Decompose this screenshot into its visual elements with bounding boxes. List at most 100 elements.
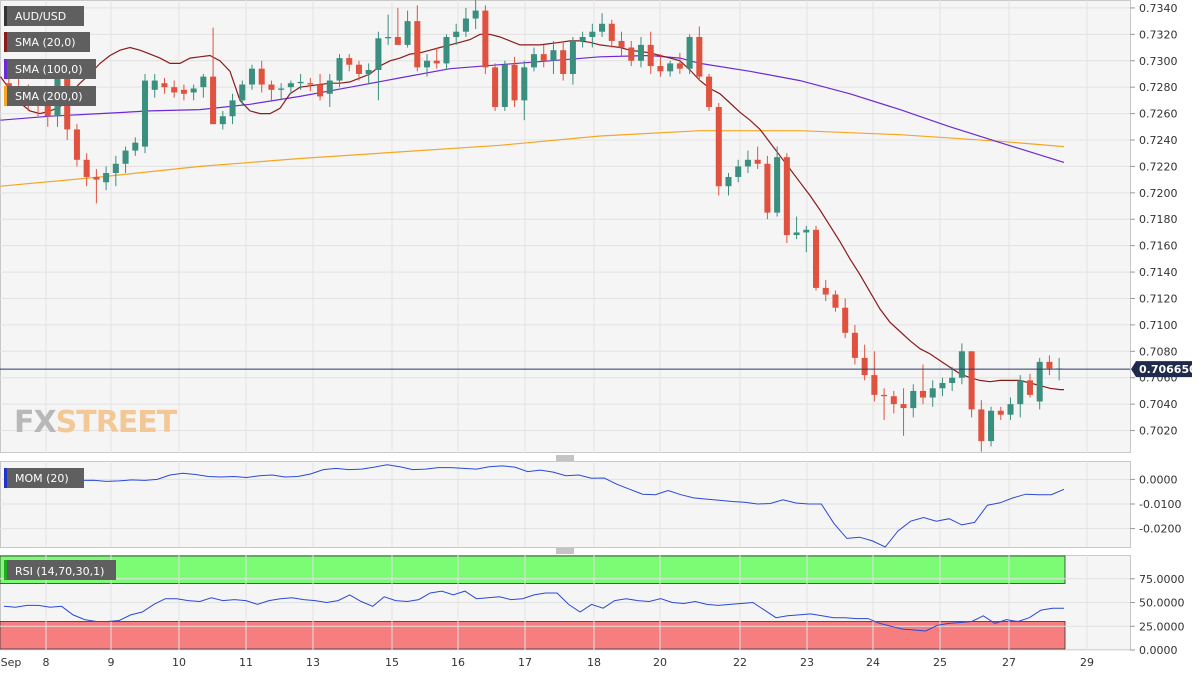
- candle-body: [861, 357, 868, 376]
- candle-body: [239, 84, 246, 101]
- candle-body: [608, 23, 615, 41]
- candle-body: [715, 106, 722, 187]
- sma-20-tag[interactable]: SMA (20,0): [4, 32, 90, 52]
- candle-body: [307, 83, 314, 85]
- candle-body: [793, 232, 800, 236]
- candle-body: [988, 410, 995, 442]
- candle-body: [297, 81, 304, 84]
- momentum-line: [3, 464, 1065, 548]
- candle-body: [813, 229, 820, 288]
- date-axis-label: 13: [306, 656, 320, 669]
- candle-body: [890, 396, 897, 405]
- candle-body: [365, 69, 372, 74]
- candle-body: [725, 176, 732, 187]
- candle-body: [462, 18, 469, 32]
- pane-frame-price: [0, 0, 1131, 453]
- sma-200-tag[interactable]: SMA (200,0): [4, 86, 96, 106]
- mom-label: MOM (20): [15, 472, 69, 485]
- pane-resize-handle[interactable]: [556, 455, 574, 461]
- sma-100-label: SMA (100,0): [15, 63, 83, 76]
- candle-body: [511, 64, 518, 101]
- candle-body: [949, 377, 956, 384]
- fxstreet-watermark: FXSTREET: [14, 405, 178, 440]
- mom-tag[interactable]: MOM (20): [4, 468, 84, 488]
- candle-body: [346, 58, 353, 65]
- candle-body: [433, 60, 440, 64]
- candle-body: [132, 142, 139, 151]
- candle-body: [122, 150, 129, 164]
- date-axis-label: 18: [587, 656, 601, 669]
- date-axis-label: 16: [451, 656, 465, 669]
- candle-body: [871, 375, 878, 395]
- sma-200-label: SMA (200,0): [15, 90, 83, 103]
- rsi-axis-label: 0.0000: [1139, 644, 1178, 657]
- candle-body: [842, 307, 849, 333]
- candle-body: [851, 332, 858, 358]
- candle-body: [44, 103, 51, 117]
- price-axis-label: 0.7280: [1139, 81, 1178, 94]
- candle-body: [112, 163, 119, 174]
- rsi-axis-label: 50.0000: [1139, 597, 1185, 610]
- candle-body: [968, 351, 975, 410]
- date-axis-label: 20: [653, 656, 667, 669]
- date-axis-label: 9: [108, 656, 115, 669]
- candle-body: [161, 83, 168, 88]
- rsi-overbought-zone: [0, 555, 1066, 584]
- date-axis-label: 25: [933, 656, 947, 669]
- date-axis-label: 17: [518, 656, 532, 669]
- candle-body: [1007, 404, 1014, 415]
- candle-body: [492, 67, 499, 107]
- candle-body: [1017, 380, 1024, 405]
- date-axis-label: 29: [1080, 656, 1094, 669]
- candle-body: [540, 54, 547, 61]
- date-axis-label: 23: [800, 656, 814, 669]
- candle-body: [268, 84, 275, 90]
- candle-body: [424, 60, 431, 68]
- rsi-line: [3, 590, 1064, 632]
- price-axis-label: 0.7240: [1139, 134, 1178, 147]
- candle-body: [73, 129, 80, 160]
- candle-body: [414, 21, 421, 68]
- candle-body: [190, 88, 197, 93]
- candle-body: [647, 44, 654, 67]
- rsi-label: RSI (14,70,30,1): [15, 565, 104, 578]
- price-axis-label: 0.7120: [1139, 292, 1178, 305]
- candle-body: [210, 76, 217, 125]
- candle-body: [997, 410, 1004, 415]
- candle-body: [200, 76, 207, 88]
- candle-body: [355, 64, 362, 74]
- candle-body: [521, 67, 528, 101]
- candle-body: [83, 159, 90, 177]
- rsi-tag[interactable]: RSI (14,70,30,1): [4, 560, 116, 580]
- price-axis-label: 0.7040: [1139, 398, 1178, 411]
- price-axis-label: 0.7080: [1139, 345, 1178, 358]
- candle-body: [453, 31, 460, 37]
- candle-body: [958, 351, 965, 378]
- momentum-axis-label: -0.0100: [1139, 498, 1181, 511]
- candle-body: [706, 76, 713, 107]
- symbol-label: AUD/USD: [15, 10, 66, 23]
- sma-100-tag[interactable]: SMA (100,0): [4, 59, 96, 79]
- candle-body: [822, 287, 829, 295]
- candle-body: [1026, 380, 1033, 395]
- candle-body: [589, 31, 596, 37]
- pane-resize-handle[interactable]: [556, 548, 574, 554]
- candle-body: [628, 47, 635, 61]
- candle-body: [530, 54, 538, 68]
- price-axis-label: 0.7140: [1139, 266, 1178, 279]
- candle-body: [93, 176, 100, 180]
- candle-body: [472, 10, 479, 19]
- candle-body: [229, 100, 236, 117]
- candle-body: [569, 40, 576, 74]
- symbol-tag[interactable]: AUD/USD: [4, 6, 84, 26]
- candle-body: [560, 50, 567, 74]
- candle-body: [151, 80, 158, 90]
- candle-body: [550, 50, 557, 61]
- candle-body: [1046, 361, 1053, 369]
- price-axis-label: 0.7020: [1139, 425, 1178, 438]
- date-axis-label: 10: [172, 656, 186, 669]
- candle-body: [1036, 361, 1043, 402]
- candle-body: [482, 10, 489, 68]
- candle-body: [803, 229, 810, 233]
